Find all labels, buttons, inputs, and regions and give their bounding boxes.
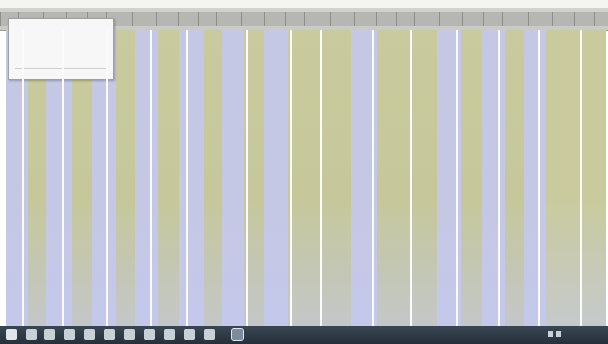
column-header[interactable] <box>528 12 553 26</box>
app-icon[interactable] <box>164 329 175 340</box>
grid-lower-rows <box>6 200 606 326</box>
spreadsheet-app-icon[interactable] <box>231 328 244 341</box>
window-title-area <box>0 0 608 8</box>
windows-start-icon[interactable] <box>6 329 17 340</box>
dropdown-item[interactable] <box>15 33 107 40</box>
column-header[interactable] <box>304 12 331 26</box>
dropdown-item[interactable] <box>15 49 107 56</box>
column-header[interactable] <box>156 12 179 26</box>
file-explorer-icon[interactable] <box>64 329 75 340</box>
column-divider <box>372 30 374 326</box>
column-header[interactable] <box>178 12 199 26</box>
dropdown-item[interactable] <box>15 57 107 64</box>
column-divider <box>320 30 322 326</box>
taskbar <box>0 326 608 344</box>
column-header[interactable] <box>132 12 157 26</box>
column-header[interactable] <box>285 12 305 26</box>
column-header[interactable] <box>241 12 265 26</box>
network-icon[interactable] <box>548 331 553 337</box>
column-header[interactable] <box>439 12 463 26</box>
column-divider <box>246 30 248 326</box>
column-divider <box>62 30 64 326</box>
app-icon[interactable] <box>184 329 195 340</box>
column-header[interactable] <box>264 12 286 26</box>
store-icon[interactable] <box>104 329 115 340</box>
column-header[interactable] <box>354 12 377 26</box>
column-header[interactable] <box>462 12 484 26</box>
dropdown-footer-item[interactable] <box>15 71 107 78</box>
column-header[interactable] <box>216 12 242 26</box>
column-divider <box>106 30 108 326</box>
column-divider <box>580 30 582 326</box>
column-divider <box>456 30 458 326</box>
dropdown-separator <box>15 68 107 69</box>
column-header[interactable] <box>414 12 440 26</box>
column-divider <box>22 30 24 326</box>
column-header[interactable] <box>396 12 415 26</box>
column-divider <box>150 30 152 326</box>
dropdown-menu[interactable] <box>8 18 114 80</box>
dropdown-item[interactable] <box>15 41 107 48</box>
column-header[interactable] <box>594 12 608 26</box>
column-header[interactable] <box>483 12 503 26</box>
volume-icon[interactable] <box>556 331 561 337</box>
search-icon[interactable] <box>26 329 37 340</box>
app-icon[interactable] <box>204 329 215 340</box>
column-divider <box>186 30 188 326</box>
column-header[interactable] <box>502 12 529 26</box>
column-divider <box>538 30 540 326</box>
app-icon[interactable] <box>144 329 155 340</box>
column-divider <box>290 30 292 326</box>
column-header[interactable] <box>552 12 575 26</box>
browser-icon[interactable] <box>84 329 95 340</box>
column-divider <box>498 30 500 326</box>
task-view-icon[interactable] <box>44 329 55 340</box>
column-header[interactable] <box>330 12 355 26</box>
column-header[interactable] <box>574 12 595 26</box>
column-divider <box>410 30 412 326</box>
column-header[interactable] <box>198 12 217 26</box>
mail-icon[interactable] <box>124 329 135 340</box>
column-header[interactable] <box>376 12 397 26</box>
